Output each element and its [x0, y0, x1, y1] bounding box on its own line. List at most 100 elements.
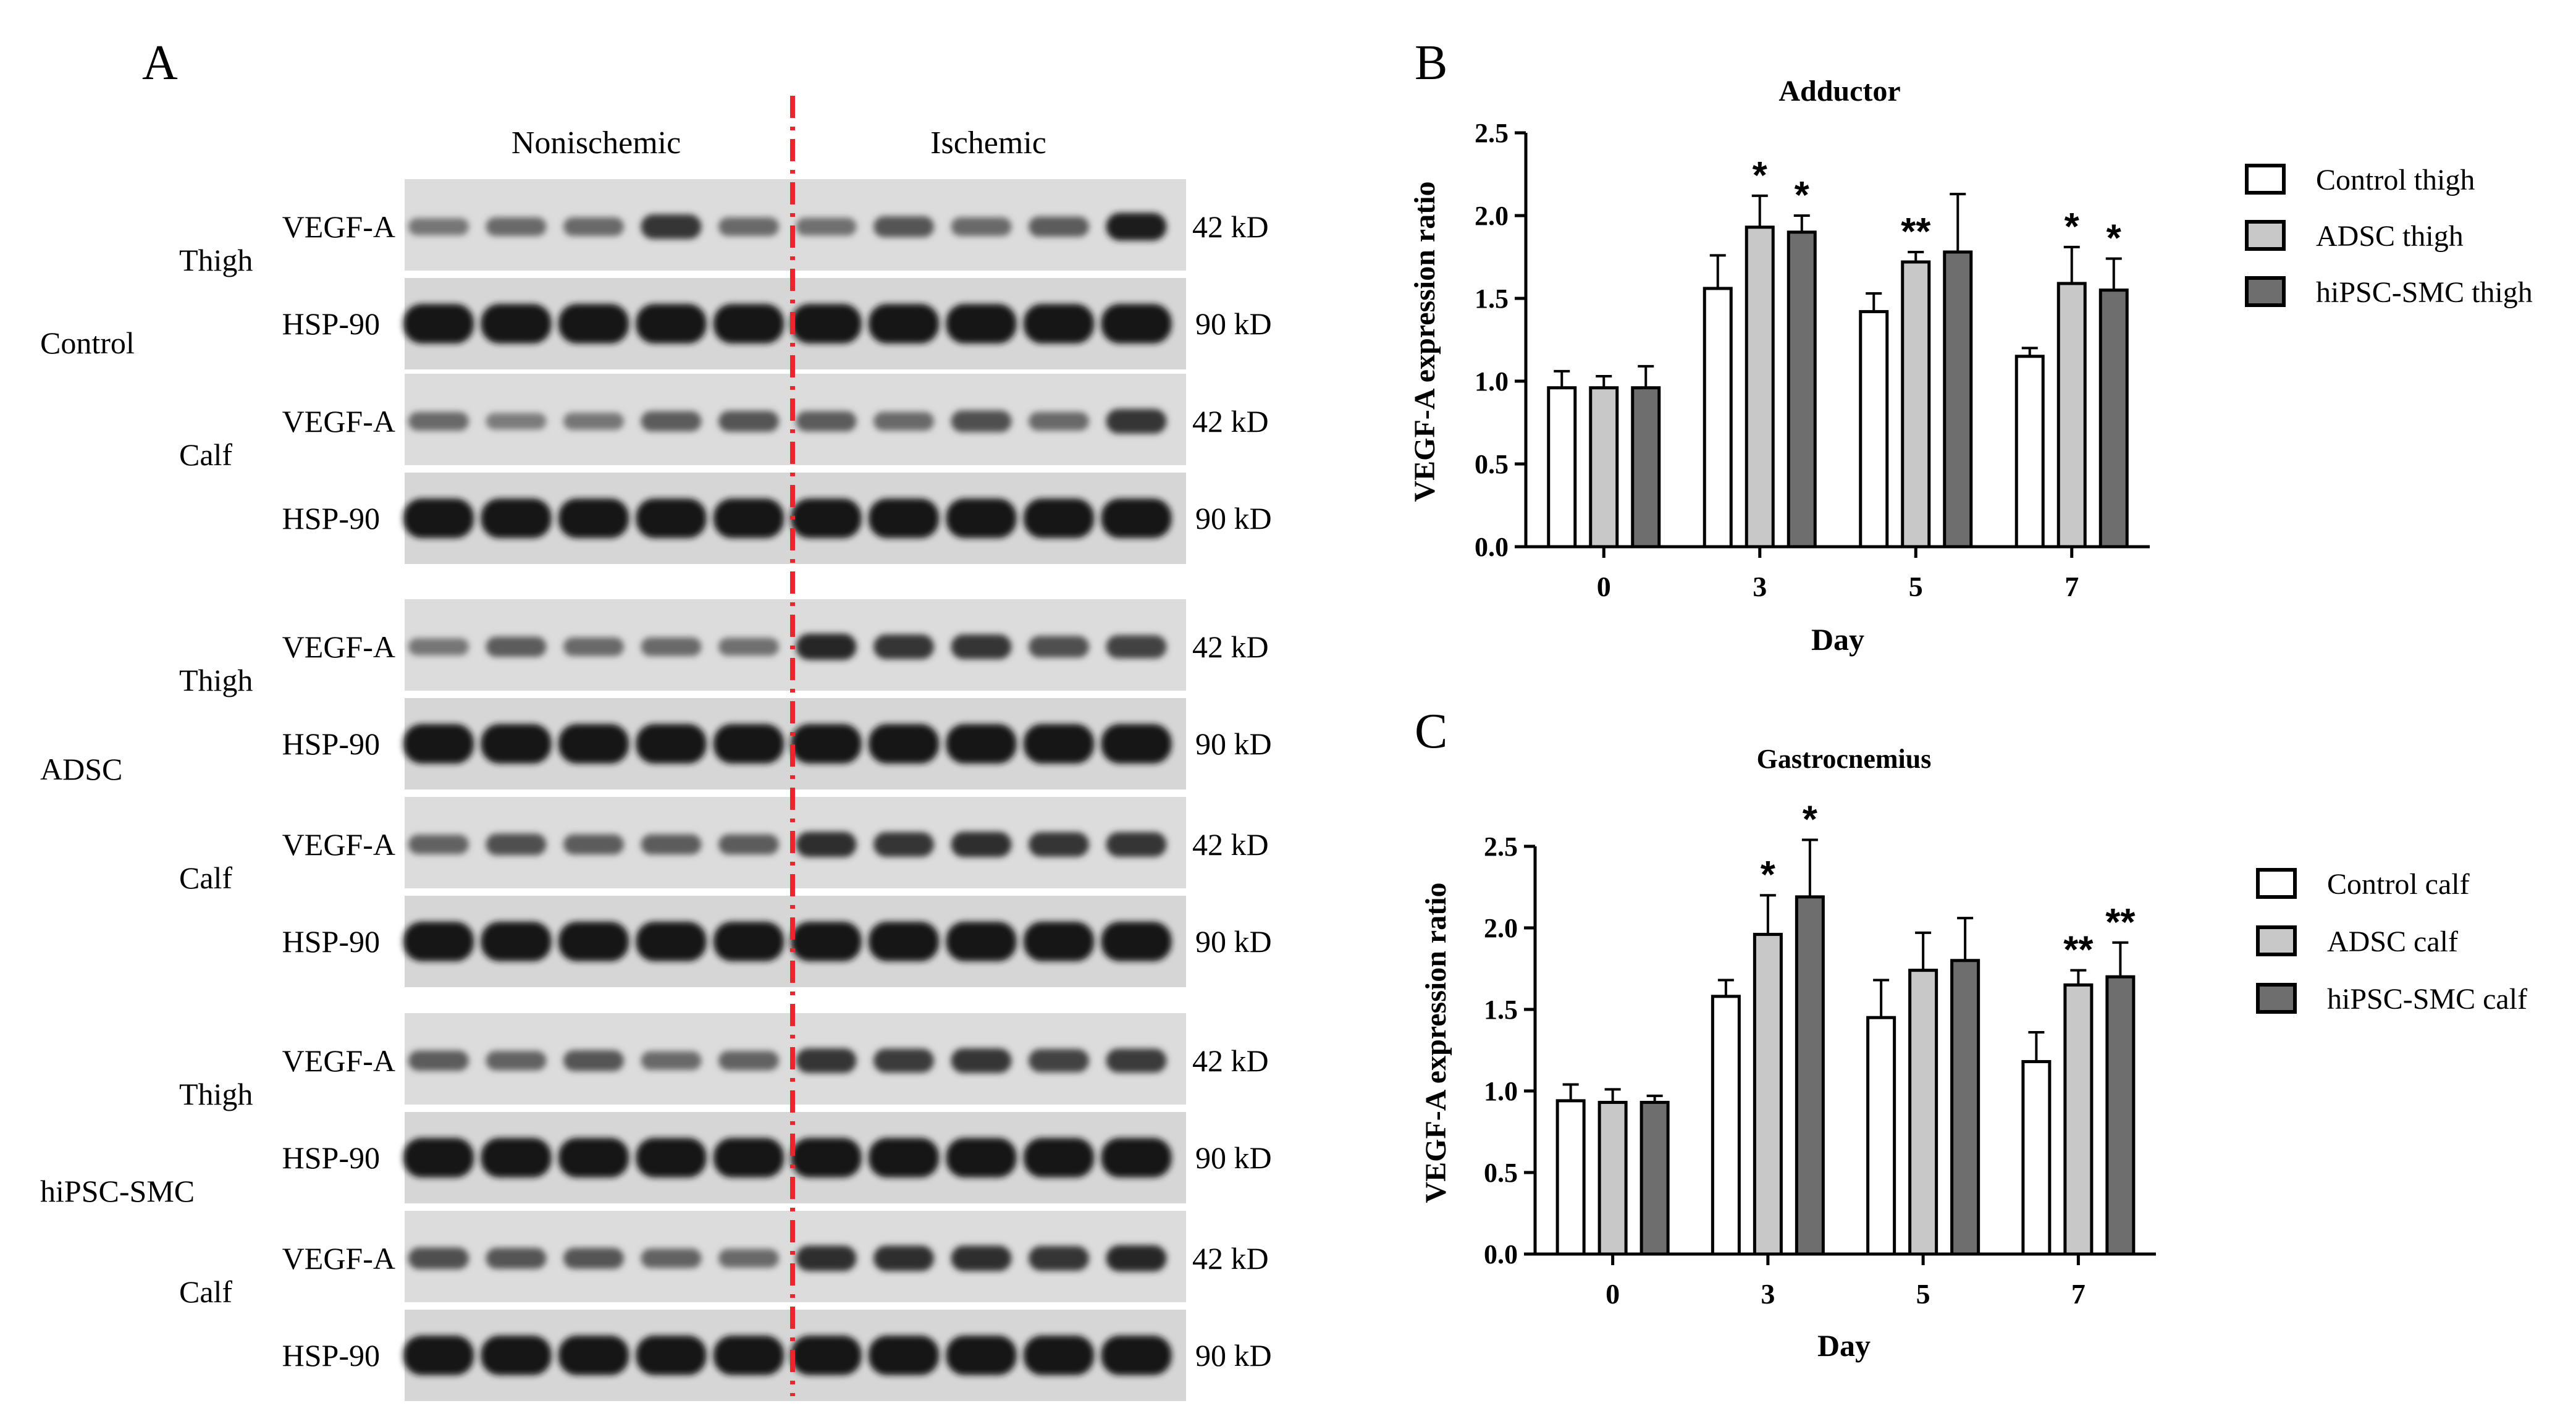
protein-label-hsp-90: HSP-90: [282, 924, 380, 959]
band-vegf-a: [408, 411, 469, 431]
kd-label-90: 90 kD: [1195, 501, 1272, 536]
band-vegf-a: [641, 411, 702, 432]
band-vegf-a: [873, 832, 934, 857]
band-hsp-90: [946, 724, 1017, 764]
tissue-label: Thigh: [179, 663, 253, 697]
band-vegf-a: [486, 1247, 547, 1269]
kd-label-90: 90 kD: [1195, 924, 1272, 959]
band-hsp-90: [713, 922, 784, 961]
band-vegf-a: [718, 1051, 779, 1071]
tissue-label: Thigh: [179, 1077, 253, 1111]
band-hsp-90: [481, 499, 552, 538]
band-vegf-a: [1106, 832, 1167, 857]
bar: [1787, 230, 1817, 549]
legend-label: Control thigh: [2316, 164, 2475, 196]
band-hsp-90: [1101, 1138, 1172, 1177]
y-tick-label: 2.5: [1475, 118, 1509, 148]
legend-swatch: [2256, 868, 2297, 899]
protein-label-vegf-a: VEGF-A: [282, 404, 395, 439]
band-hsp-90: [481, 724, 552, 764]
bar: [1866, 1016, 1896, 1256]
protein-label-vegf-a: VEGF-A: [282, 1043, 395, 1078]
protein-label-hsp-90: HSP-90: [282, 501, 380, 536]
band-hsp-90: [1024, 1138, 1094, 1177]
legend-label: hiPSC-SMC calf: [2327, 983, 2527, 1016]
band-hsp-90: [403, 724, 474, 764]
bar: [1547, 386, 1577, 549]
group-label: ADSC: [40, 752, 122, 786]
band-hsp-90: [403, 1336, 474, 1375]
band-vegf-a: [796, 633, 857, 660]
band-hsp-90: [636, 1138, 707, 1177]
legend-swatch: [2245, 276, 2286, 307]
band-hsp-90: [481, 1138, 552, 1177]
kd-label-42: 42 kD: [1192, 1043, 1269, 1078]
band-vegf-a: [718, 217, 779, 237]
band-vegf-a: [796, 1245, 857, 1271]
band-vegf-a: [1106, 213, 1167, 241]
x-tick-label: 5: [1916, 1278, 1930, 1310]
band-hsp-90: [481, 304, 552, 343]
western-blots: Control VEGF-A 42 kD HSP-90 90 kD Thigh VEGF-A…: [40, 179, 1272, 1401]
band-vegf-a: [796, 411, 857, 432]
panel-c-letter: C: [1415, 704, 1447, 759]
band-hsp-90: [946, 922, 1017, 961]
legend-swatch: [2245, 220, 2286, 251]
y-tick-label: 1.0: [1475, 366, 1509, 397]
band-vegf-a: [486, 833, 547, 856]
band-vegf-a: [408, 217, 469, 235]
legend-swatch: [2245, 164, 2286, 195]
tissue-label: Calf: [179, 1274, 232, 1309]
tissue-label: Calf: [179, 861, 232, 895]
band-hsp-90: [481, 1336, 552, 1375]
band-vegf-a: [563, 412, 624, 430]
bar: [1639, 1100, 1670, 1256]
x-tick-label: 7: [2071, 1278, 2086, 1310]
bar: [1745, 225, 1775, 549]
band-hsp-90: [481, 922, 552, 961]
band-hsp-90: [791, 1138, 862, 1177]
x-tick-label: 0: [1597, 571, 1611, 602]
band-hsp-90: [403, 304, 474, 343]
band-hsp-90: [1024, 499, 1094, 538]
band-vegf-a: [563, 1247, 624, 1269]
x-axis-label: Day: [1811, 622, 1864, 657]
significance-mark: **: [2105, 901, 2136, 944]
bar: [1943, 250, 1973, 549]
band-hsp-90: [713, 1336, 784, 1375]
x-tick-label: 3: [1753, 571, 1767, 602]
bar: [1711, 995, 1741, 1256]
band-vegf-a: [796, 1048, 857, 1073]
band-vegf-a: [951, 217, 1012, 237]
band-vegf-a: [873, 1245, 934, 1271]
y-tick-label: 2.0: [1484, 913, 1518, 943]
band-hsp-90: [558, 1336, 629, 1375]
band-hsp-90: [558, 304, 629, 343]
band-vegf-a: [486, 217, 547, 237]
significance-mark: *: [2065, 206, 2080, 248]
band-vegf-a: [563, 1050, 624, 1071]
bar: [1795, 895, 1825, 1256]
band-hsp-90: [946, 304, 1017, 343]
band-hsp-90: [1101, 1336, 1172, 1375]
bar: [2105, 975, 2136, 1256]
significance-mark: *: [1753, 154, 1768, 197]
bar: [1703, 287, 1733, 549]
band-hsp-90: [1024, 304, 1094, 343]
band-hsp-90: [869, 1336, 939, 1375]
band-hsp-90: [636, 922, 707, 961]
legend-swatch: [2256, 925, 2297, 956]
bar: [1597, 1100, 1628, 1256]
band-vegf-a: [718, 638, 779, 656]
band-vegf-a: [1106, 408, 1167, 434]
y-tick-label: 1.0: [1484, 1076, 1518, 1106]
bar: [1908, 969, 1938, 1256]
band-hsp-90: [636, 1336, 707, 1375]
band-vegf-a: [563, 637, 624, 657]
x-tick-label: 3: [1761, 1278, 1775, 1310]
chart-title-gastrocnemius: Gastrocnemius: [1757, 744, 1932, 774]
band-hsp-90: [791, 499, 862, 538]
band-vegf-a: [641, 214, 702, 239]
protein-label-vegf-a: VEGF-A: [282, 209, 395, 244]
